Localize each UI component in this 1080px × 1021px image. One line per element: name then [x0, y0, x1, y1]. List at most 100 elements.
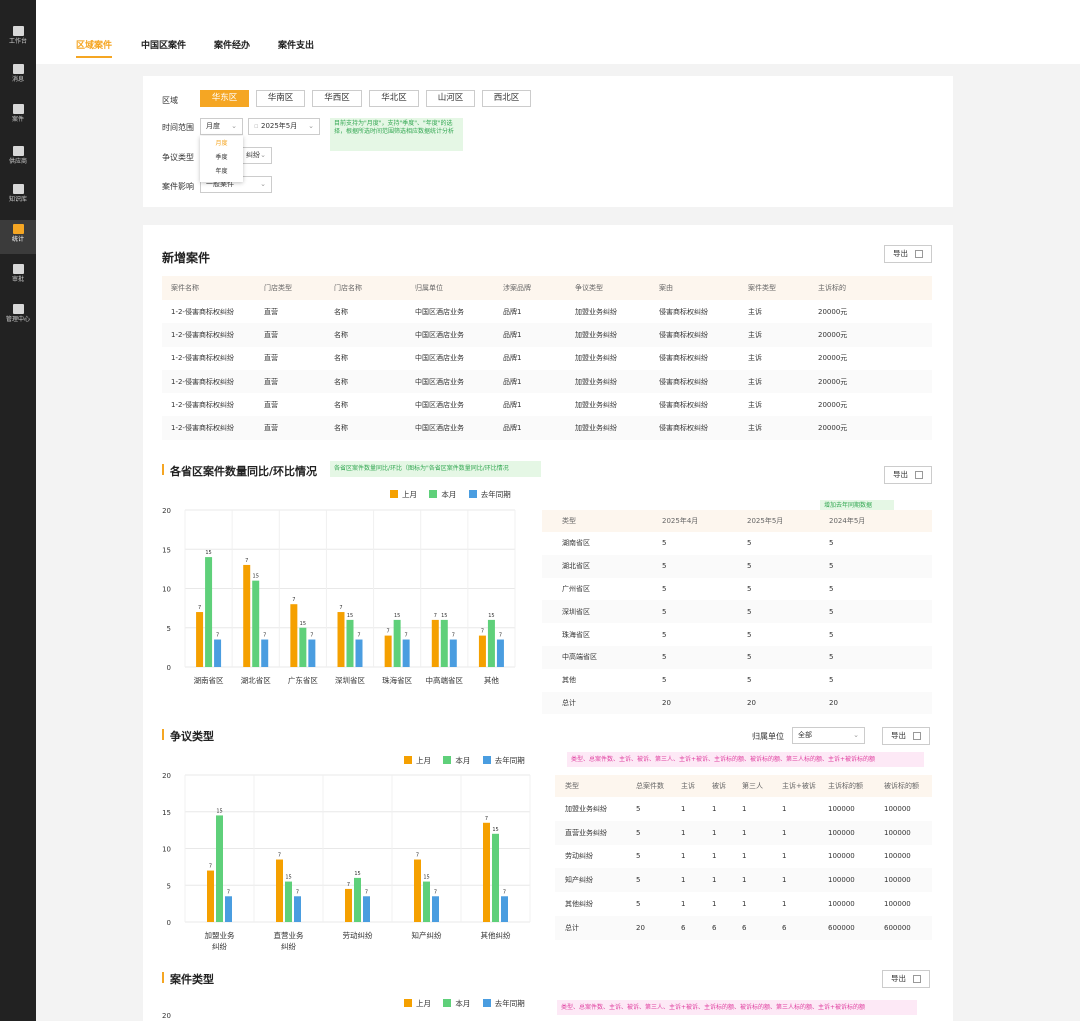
period-option-yearly[interactable]: 年度: [215, 168, 228, 175]
data-label: 7: [365, 889, 368, 895]
table-cell: 主诉: [739, 369, 809, 394]
case-impact-label: 案件影响: [162, 182, 194, 191]
table-cell: 中国区酒店业务: [415, 400, 464, 409]
case-type-export-button[interactable]: 导出: [882, 970, 930, 988]
data-label: 7: [310, 633, 313, 639]
sidebar-item-bell[interactable]: 消息: [0, 60, 36, 94]
table-cell: 湖南省区: [562, 539, 590, 548]
table-cell: 名称: [334, 400, 348, 409]
bar-本月: [285, 881, 292, 922]
table-cell: 5: [829, 584, 834, 593]
table-cell: 侵害商标权纠纷: [659, 307, 708, 316]
table-cell: 5: [642, 600, 727, 624]
table-cell: 劳动纠纷: [565, 852, 593, 861]
column-header: 争议类型: [566, 276, 650, 300]
new-cases-export-button[interactable]: 导出: [884, 245, 932, 263]
calendar-icon: ▫: [254, 122, 261, 130]
table-cell: 100000: [818, 820, 874, 845]
table-cell: 1: [772, 868, 818, 893]
dispute-export-button[interactable]: 导出: [882, 727, 930, 745]
legend-item-this-month: 本月: [429, 490, 456, 499]
unit-select[interactable]: 全部 ⌄: [792, 727, 865, 744]
period-value: 月度: [206, 122, 220, 130]
table-cell: 1: [782, 852, 787, 861]
bar-去年同期: [294, 896, 301, 922]
period-select[interactable]: 月度 ⌄: [200, 118, 243, 135]
province-chart-legend: 上月 本月 去年同期: [390, 489, 521, 500]
table-cell: 加盟业务纠纷: [575, 307, 617, 316]
table-cell: 侵害商标权纠纷: [650, 369, 739, 394]
period-option-monthly[interactable]: 月度: [215, 140, 228, 147]
table-row: 其他 5 5 5: [542, 669, 932, 692]
sidebar-item-building[interactable]: 供应商: [0, 142, 36, 176]
table-cell: 5: [642, 554, 727, 578]
legend-swatch: [404, 756, 412, 764]
bar-去年同期: [496, 639, 504, 667]
data-label: 7: [503, 889, 506, 895]
province-export-button[interactable]: 导出: [884, 466, 932, 484]
legend-label: 本月: [455, 999, 471, 1008]
sidebar-item-label: 统计: [11, 236, 24, 243]
sidebar-item-workbench[interactable]: 工作台: [0, 22, 36, 56]
region-button-west[interactable]: 华西区: [312, 90, 362, 107]
bar-上月: [478, 635, 486, 667]
dispute-type-select[interactable]: 纠纷 ⌄: [240, 147, 272, 164]
region-button-south[interactable]: 华南区: [256, 90, 305, 107]
table-cell: 20000元: [818, 307, 848, 316]
column-header: 门店名称: [325, 276, 406, 300]
data-label: 15: [354, 871, 360, 877]
export-label: 导出: [891, 974, 906, 983]
table-cell: 中国区酒店业务: [415, 307, 464, 316]
region-button-northwest[interactable]: 西北区: [482, 90, 531, 107]
table-cell: 1: [782, 900, 787, 909]
bar-本月: [423, 881, 430, 922]
table-row: 湖北省区 5 5 5: [542, 554, 932, 578]
table-cell: 5: [727, 554, 809, 578]
column-header: 2025年4月: [642, 510, 727, 532]
data-label: 15: [205, 550, 211, 556]
table-cell: 其他纠纷: [565, 900, 593, 909]
sidebar-item-bar-chart[interactable]: 统计: [0, 220, 36, 254]
sidebar-item-approval[interactable]: 审批: [0, 260, 36, 294]
month-select[interactable]: ▫ 2025年5月 ⌄: [248, 118, 320, 135]
legend-item-last-month: 上月: [404, 999, 431, 1008]
legend-item-this-month: 本月: [443, 999, 470, 1008]
tab-region-cases[interactable]: 区域案件: [76, 38, 113, 58]
data-label: 7: [216, 633, 219, 639]
sidebar-item-case[interactable]: 案件: [0, 100, 36, 134]
table-cell: 品牌1: [494, 416, 566, 440]
data-label: 7: [434, 613, 437, 619]
sidebar-item-book[interactable]: 知识库: [0, 180, 36, 214]
data-label: 7: [347, 882, 350, 888]
data-label: 15: [492, 827, 498, 833]
bar-本月: [354, 877, 361, 922]
table-cell: 5: [809, 645, 932, 669]
grid-icon: [12, 304, 24, 314]
bar-去年同期: [355, 639, 363, 667]
tab-case-expense[interactable]: 案件支出: [278, 41, 315, 51]
legend-label: 上月: [416, 999, 431, 1008]
table-cell: 1: [742, 852, 747, 861]
table-cell: 5: [829, 539, 834, 548]
legend-item-this-month: 本月: [443, 756, 470, 765]
dispute-type-value: 纠纷: [246, 151, 260, 159]
region-button-shanhe[interactable]: 山河区: [426, 90, 475, 107]
region-button-north[interactable]: 华北区: [369, 90, 419, 107]
table-cell: 名称: [325, 369, 406, 394]
tab-china-cases[interactable]: 中国区案件: [141, 41, 187, 51]
sidebar-item-grid[interactable]: 管理中心: [0, 300, 36, 334]
x-tick-label: 中高端省区: [426, 675, 464, 685]
table-row: 其他纠纷 5 1 1 1 1 100000 100000: [555, 892, 932, 916]
table-cell: 100000: [828, 852, 855, 861]
x-tick-label: 劳动纠纷: [343, 930, 373, 940]
legend-item-last-year: 去年同期: [468, 490, 511, 499]
tab-case-handling[interactable]: 案件经办: [214, 41, 251, 51]
table-row: 1-2-侵害商标权纠纷 直营 名称 中国区酒店业务 品牌1 加盟业务纠纷 侵害商标权纠纷 主诉…: [162, 347, 932, 370]
region-button-east[interactable]: 华东区: [200, 90, 249, 107]
sidebar-item-label: 审批: [11, 276, 24, 283]
table-cell: 品牌1: [503, 307, 522, 316]
period-option-quarterly[interactable]: 季度: [215, 154, 228, 161]
table-cell: 5: [747, 630, 752, 639]
unit-label: 归属单位: [752, 732, 784, 741]
x-tick-label: 其他: [484, 675, 499, 685]
